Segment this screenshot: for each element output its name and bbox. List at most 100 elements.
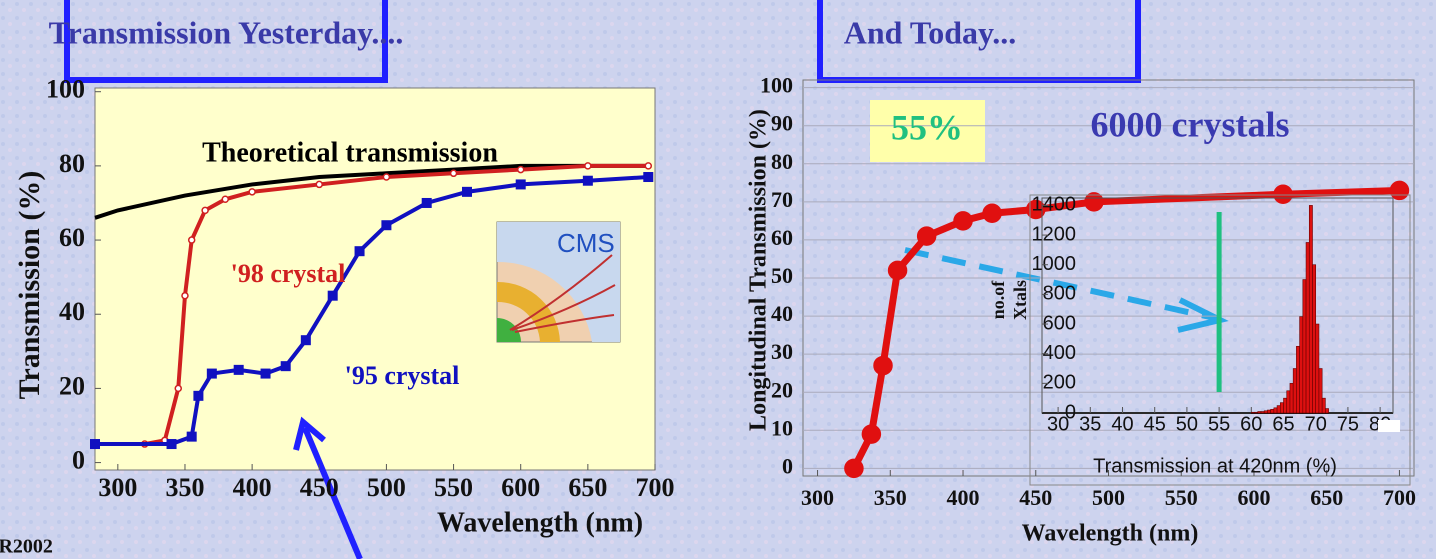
x-tick-label: 60 — [1240, 413, 1262, 435]
marker — [301, 335, 311, 345]
marker — [249, 189, 255, 195]
y-tick-label: 800 — [1043, 283, 1076, 305]
slide: CMS DR2002 0 20 40 60 80 100 300 350 400 450 500 55… — [0, 0, 1436, 559]
histogram-bar — [1251, 412, 1254, 413]
histogram-bar — [1264, 411, 1267, 413]
y-tick-label: 20 — [59, 371, 85, 400]
x-tick-label: 500 — [1092, 485, 1125, 510]
x-tick-label: 700 — [1383, 485, 1416, 510]
y-tick-label: 60 — [59, 223, 85, 252]
marker — [187, 432, 197, 442]
histogram-bar — [1261, 412, 1264, 413]
y-tick-label: 30 — [771, 339, 793, 364]
marker — [1274, 185, 1292, 203]
y-tick-label: 100 — [760, 73, 793, 98]
series-label: '95 crystal — [345, 361, 460, 390]
marker — [381, 220, 391, 230]
marker — [328, 291, 338, 301]
histogram-bar — [1303, 280, 1306, 413]
marker — [462, 187, 472, 197]
histogram-bar — [1293, 369, 1296, 413]
histogram-bar — [1309, 205, 1312, 413]
y-tick-label: 50 — [771, 263, 793, 288]
y-axis-label: no.of — [988, 280, 1008, 320]
series-label: '98 crystal — [231, 259, 346, 288]
x-tick-label: 450 — [300, 473, 339, 502]
x-tick-label: 40 — [1111, 413, 1133, 435]
chart-title: Transmission Yesterday.... — [49, 14, 404, 50]
x-tick-label: 55 — [1208, 413, 1230, 435]
histogram-bar — [1306, 242, 1309, 413]
marker — [645, 163, 651, 169]
marker — [518, 167, 524, 173]
marker — [222, 196, 228, 202]
marker — [316, 181, 322, 187]
marker — [451, 170, 457, 176]
marker — [383, 174, 389, 180]
y-tick-label: 200 — [1043, 372, 1076, 394]
x-tick-label: 500 — [367, 473, 406, 502]
marker — [516, 179, 526, 189]
x-tick-label: 70 — [1305, 413, 1327, 435]
marker — [261, 369, 271, 379]
marker — [643, 172, 653, 182]
y-tick-label: 80 — [771, 149, 793, 174]
y-tick-label: 10 — [771, 415, 793, 440]
x-tick-label: 30 — [1047, 413, 1069, 435]
x-tick-label: 300 — [801, 485, 834, 510]
marker — [422, 198, 432, 208]
x-axis-label: Transmission at 420nm (%) — [1093, 455, 1337, 477]
marker — [1390, 181, 1408, 199]
svg-text:CMS: CMS — [557, 228, 615, 258]
x-tick-label: 65 — [1272, 413, 1294, 435]
x-tick-label: 400 — [233, 473, 272, 502]
y-tick-label: 1000 — [1032, 253, 1077, 275]
x-tick-label: 400 — [947, 485, 980, 510]
x-tick-label: 350 — [874, 485, 907, 510]
histogram-bar — [1319, 369, 1322, 413]
marker — [207, 369, 217, 379]
x-tick-label: 450 — [1019, 485, 1052, 510]
y-tick-label: 90 — [771, 111, 793, 136]
histogram-bar — [1322, 398, 1325, 413]
marker — [845, 459, 863, 477]
y-tick-label: 1400 — [1032, 194, 1077, 216]
x-tick-label: 75 — [1337, 413, 1359, 435]
x-axis-label: Wavelength (nm) — [437, 507, 643, 538]
x-tick-label: 550 — [1165, 485, 1198, 510]
y-tick-label: 40 — [59, 297, 85, 326]
footer: DR2002 — [0, 536, 53, 558]
x-tick-label: 350 — [165, 473, 204, 502]
y-tick-label: 0 — [782, 453, 793, 478]
marker — [193, 391, 203, 401]
series-label: Theoretical transmission — [202, 137, 498, 168]
x-tick-label: 45 — [1144, 413, 1166, 435]
marker — [281, 361, 291, 371]
x-tick-label: 550 — [434, 473, 473, 502]
histogram-bar — [1300, 317, 1303, 413]
histogram-bar — [1316, 324, 1319, 413]
marker — [175, 385, 181, 391]
marker — [918, 227, 936, 245]
marker — [189, 237, 195, 243]
marker — [583, 176, 593, 186]
annotation: 6000 crystals — [1091, 104, 1290, 144]
marker — [1085, 193, 1103, 211]
marker — [889, 261, 907, 279]
x-tick-label: 50 — [1176, 413, 1198, 435]
histogram-bar — [1267, 410, 1270, 413]
histogram-bar — [1274, 408, 1277, 413]
histogram-bar — [1258, 412, 1261, 413]
cover — [1378, 420, 1400, 432]
histogram-bar — [1277, 406, 1280, 413]
marker — [874, 357, 892, 375]
y-tick-label: 600 — [1043, 312, 1076, 334]
x-tick-label: 600 — [501, 473, 540, 502]
y-tick-label: 1200 — [1032, 223, 1077, 245]
marker — [954, 212, 972, 230]
histogram-bar — [1255, 412, 1258, 413]
histogram-bar — [1312, 265, 1315, 413]
cms-logo: CMS — [497, 222, 620, 342]
x-tick-label: 700 — [636, 473, 675, 502]
marker — [182, 293, 188, 299]
